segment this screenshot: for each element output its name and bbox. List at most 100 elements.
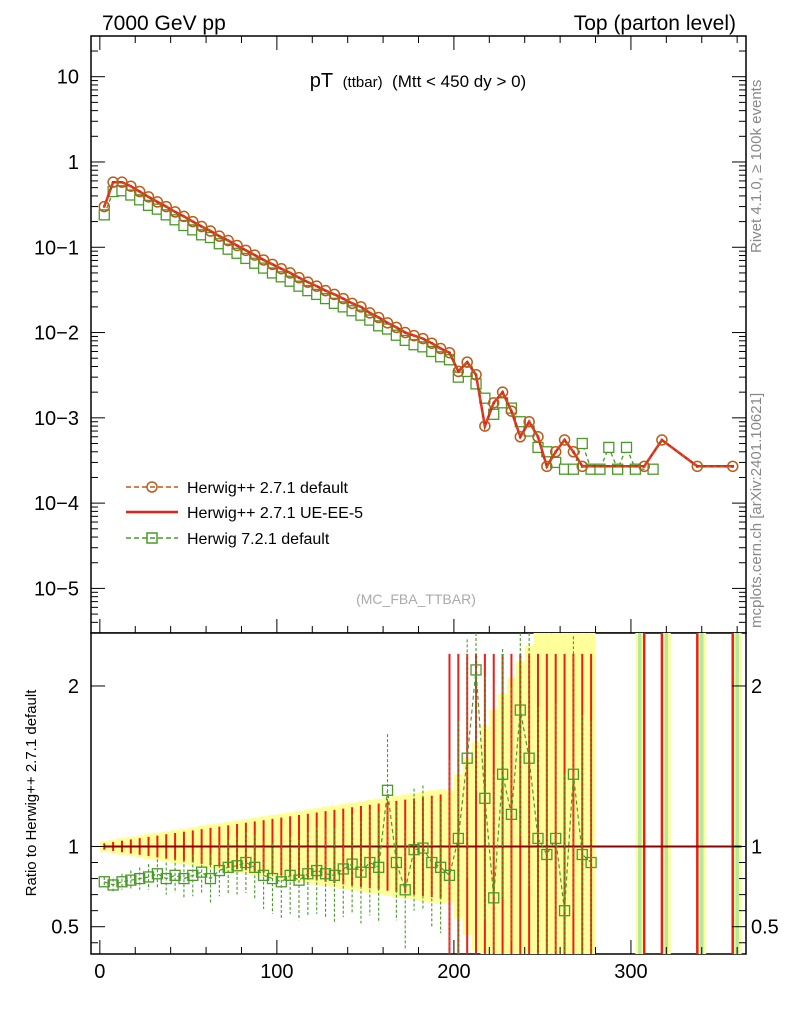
plot-title-sub: (ttbar) [343,74,383,91]
ratio-point-herwig7 [399,884,411,896]
ratio-point-herwig7 [408,844,420,856]
point-herwigpp-default [204,225,217,237]
ratio-point-herwig7 [550,832,562,845]
legend-marker-circle [146,481,158,493]
rivet-version-label: Rivet 4.1.0, ≥ 100k events [748,80,765,253]
legend-label-herwigpp-ue-ee-5: Herwig++ 2.7.1 UE-EE-5 [187,505,363,522]
point-herwigpp-default [541,460,553,473]
point-herwigpp-default [195,220,208,233]
ratio-y-tick-label-right: 2 [751,676,762,698]
ratio-point-herwig7 [470,664,482,676]
point-herwigpp-default [532,431,544,443]
point-herwigpp-default [656,434,668,446]
point-herwigpp-default [160,200,172,213]
ratio-data [98,633,742,954]
legend-entry-herwig7-default: Herwig 7.2.1 default [126,531,330,548]
ratio-point-herwig7 [514,704,526,716]
ratio-point-herwig7 [567,768,580,780]
point-herwigpp-default [523,415,535,428]
series-herwig7-default [98,185,659,475]
main-data [98,176,739,475]
analysis-tag: (MC_FBA_TTBAR) [356,591,476,607]
header-right: Top (parton level) [574,12,736,35]
ratio-point-herwig7 [204,872,217,885]
ratio-point-herwig7 [576,848,588,861]
y-tick-label: 10−3 [34,408,79,430]
ratio-point-herwig7 [98,876,110,888]
point-herwigpp-default [372,311,385,324]
ratio-point-herwig7 [134,872,146,885]
point-herwigpp-default [355,301,367,313]
ratio-point-herwig7 [585,856,597,869]
point-herwigpp-default [691,460,704,473]
ratio-point-herwig7 [293,874,305,886]
ratio-point-herwig7 [443,869,456,882]
y-tick-label: 10 [57,67,79,89]
point-herwigpp-default [231,239,243,252]
point-herwig7-default [594,463,606,475]
ratio-y-tick-label-right: 1 [751,836,762,858]
point-herwigpp-default [142,191,155,203]
point-herwigpp-default [240,244,252,257]
point-herwigpp-default [426,337,438,349]
series-line-herwigpp-default [103,181,733,468]
ratio-point-herwig7 [319,868,332,880]
ratio-y-tick-label-left: 0.5 [51,917,79,939]
y-tick-label: 1 [68,152,79,174]
ratio-point-herwig7 [231,860,243,872]
point-herwigpp-default [107,176,119,188]
point-herwig7-default [98,209,110,221]
ratio-line-herwig7 [104,669,592,911]
ratio-ticks: 0.5 0.5 1 1 2 2 0 100 200 300 [51,676,779,983]
point-herwigpp-default [151,196,164,208]
ratio-ylabel: Ratio to Herwig++ 2.7.1 default [23,689,40,897]
ratio-point-herwig7 [249,861,261,873]
point-herwigpp-default [638,460,650,473]
point-herwigpp-default [293,271,305,284]
point-herwigpp-default [133,185,146,198]
ratio-point-herwig7 [523,752,535,764]
ratio-band-green [664,633,669,954]
ratio-point-herwig7 [390,856,403,869]
ratio-point-herwig7 [142,871,155,883]
point-herwig7-default [576,437,588,450]
ratio-point-herwig7 [505,808,518,821]
ratio-point-herwig7 [461,752,473,764]
point-herwigpp-default [98,200,111,213]
plot-title-main: pT [310,70,333,92]
point-herwigpp-default [187,215,199,228]
point-herwigpp-default [125,180,137,192]
ratio-band-green [638,633,642,954]
point-herwigpp-default [381,317,394,329]
x-tick-label: 100 [260,961,293,983]
ratio-point-herwig7 [302,868,314,880]
ratio-point-herwig7 [496,768,509,780]
ratio-point-herwig7 [160,872,172,885]
main-ticks: 10 1 10−1 10−2 10−3 10−4 10−5 [34,35,746,634]
ratio-point-herwig7 [125,874,137,886]
y-tick-label: 10−5 [34,578,79,600]
ratio-band-green [699,633,704,954]
y-tick-label: 10−1 [34,237,79,259]
ratio-point-herwig7 [266,872,279,885]
point-herwigpp-default [178,210,190,223]
point-herwigpp-default [364,307,376,319]
ratio-point-herwig7 [373,861,385,873]
ratio-point-herwig7 [187,869,199,882]
ratio-point-herwig7 [213,864,225,877]
header-left: 7000 GeV pp [102,12,226,35]
point-herwigpp-default [257,254,270,266]
ratio-point-herwig7 [532,832,544,845]
point-herwigpp-default [470,369,482,381]
ratio-point-herwig7 [257,869,270,882]
ratio-point-herwig7 [488,892,500,904]
point-herwigpp-default [443,346,456,359]
point-herwigpp-default [390,321,403,334]
ratio-band-green [735,633,739,954]
ratio-point-herwig7 [434,861,447,873]
ratio-point-herwig7 [275,876,287,888]
point-herwigpp-default [505,405,518,417]
ratio-point-herwig7 [541,848,553,861]
plot-title: pT (ttbar) (Mtt < 450 dy > 0) [310,70,526,92]
